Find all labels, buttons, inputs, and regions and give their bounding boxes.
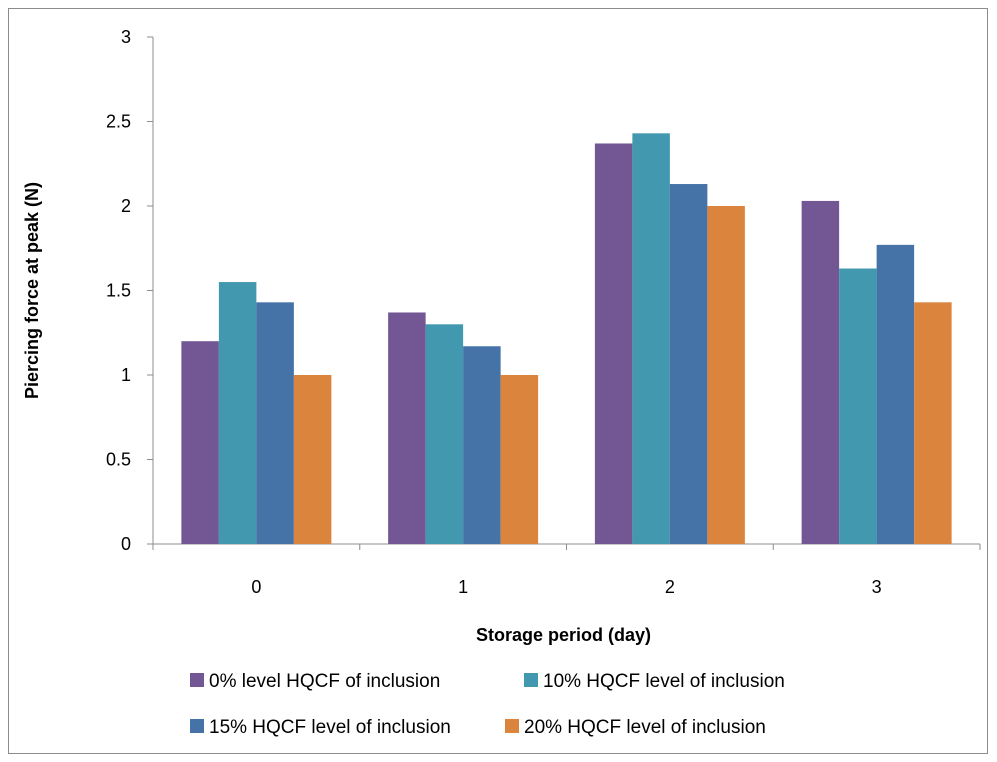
x-tick-label: 1 bbox=[458, 577, 468, 597]
legend: 0% level HQCF of inclusion 10% HQCF level… bbox=[190, 671, 785, 738]
legend-label: 10% HQCF level of inclusion bbox=[543, 671, 785, 692]
bar-3-series-3 bbox=[876, 244, 915, 544]
bar-0-series-2 bbox=[218, 282, 257, 544]
y-tick-label: 0.5 bbox=[106, 450, 131, 470]
bar-3-series-1 bbox=[801, 200, 840, 544]
legend-swatch bbox=[190, 673, 204, 687]
y-tick-label: 2.5 bbox=[106, 112, 131, 132]
x-axis-title: Storage period (day) bbox=[476, 625, 651, 645]
bar-2-series-3 bbox=[669, 184, 708, 544]
bar-2-series-1 bbox=[594, 143, 633, 544]
bar-0-series-3 bbox=[256, 302, 294, 544]
y-tick-label: 1.5 bbox=[106, 281, 131, 301]
y-tick-label: 3 bbox=[121, 27, 131, 47]
y-tick-label: 2 bbox=[121, 196, 131, 216]
bar-1-series-3 bbox=[463, 346, 501, 544]
bar-1-series-2 bbox=[425, 324, 464, 544]
legend-label: 0% level HQCF of inclusion bbox=[209, 671, 440, 692]
x-tick-label: 0 bbox=[251, 577, 261, 597]
legend-swatch bbox=[190, 719, 204, 733]
x-tick-label: 3 bbox=[872, 577, 882, 597]
bar-3-series-2 bbox=[839, 268, 877, 544]
y-axis-title: Piercing force at peak (N) bbox=[22, 182, 42, 399]
bar-2-series-2 bbox=[632, 133, 670, 544]
bar-2-series-4 bbox=[707, 206, 745, 544]
y-axis-ticks: 0 0.5 1 1.5 2 2.5 3 bbox=[106, 27, 153, 554]
bar-3-series-4 bbox=[914, 302, 952, 544]
y-tick-label: 0 bbox=[121, 534, 131, 554]
x-axis-ticks: 0 1 2 3 bbox=[152, 544, 981, 597]
bar-1-series-1 bbox=[388, 312, 426, 544]
legend-label: 15% HQCF level of inclusion bbox=[209, 717, 451, 738]
legend-label: 20% HQCF level of inclusion bbox=[524, 717, 766, 738]
legend-swatch bbox=[524, 673, 538, 687]
bar-0-series-4 bbox=[293, 375, 332, 544]
y-tick-label: 1 bbox=[121, 365, 131, 385]
legend-swatch bbox=[505, 719, 519, 733]
bars bbox=[181, 133, 952, 544]
bar-0-series-1 bbox=[181, 341, 219, 544]
x-tick-label: 2 bbox=[665, 577, 675, 597]
bar-1-series-4 bbox=[500, 375, 539, 544]
